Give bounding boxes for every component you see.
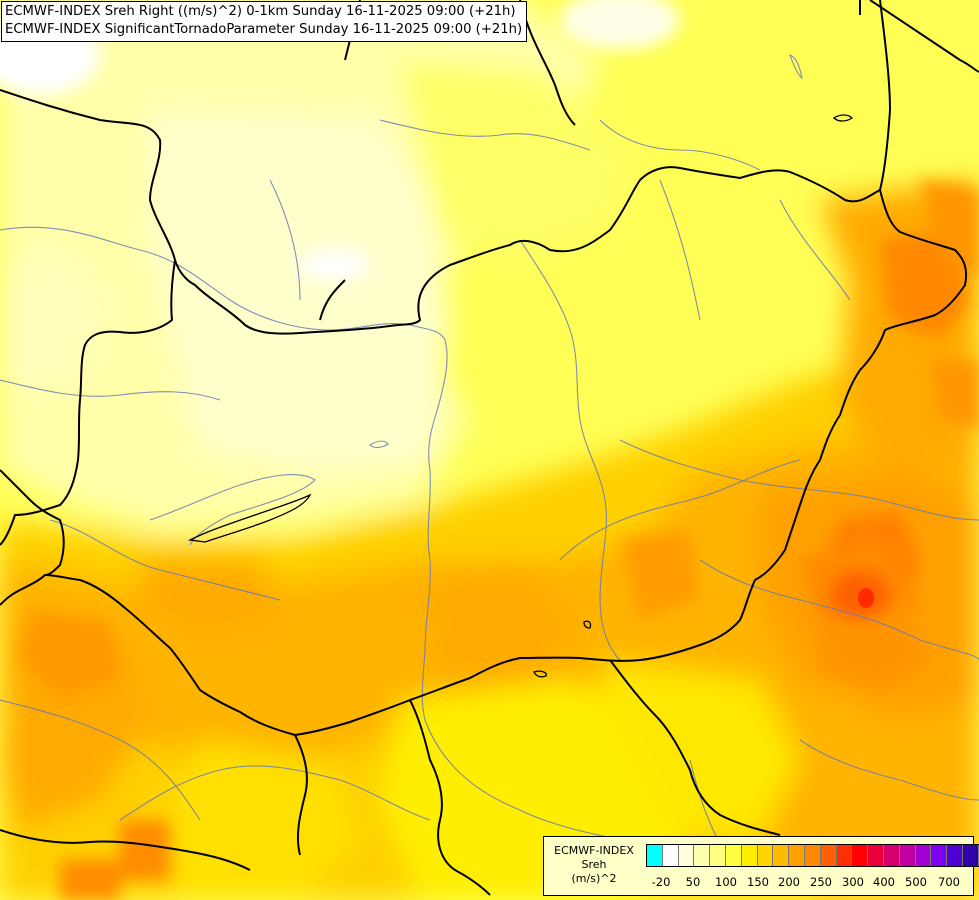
legend-tick-label: 700	[938, 875, 960, 889]
legend-swatch	[836, 845, 853, 866]
map-title-line-1: ECMWF-INDEX Sreh Right ((m/s)^2) 0-1km S…	[5, 4, 516, 19]
legend-tick-label: 150	[747, 875, 769, 889]
legend-tick-label: -20	[651, 875, 671, 889]
legend-swatch	[962, 845, 979, 866]
legend-swatch	[931, 845, 948, 866]
legend-tick-label: 200	[778, 875, 800, 889]
legend-swatch	[710, 845, 726, 866]
legend-tick-label: 50	[685, 875, 701, 889]
legend-title: ECMWF-INDEX	[554, 844, 634, 857]
legend-swatch	[647, 845, 663, 866]
legend-swatch	[947, 845, 963, 866]
legend-swatch	[883, 845, 900, 866]
legend-tick-label: 500	[905, 875, 927, 889]
legend-swatch	[725, 845, 742, 866]
legend-swatch	[741, 845, 758, 866]
legend-caption: ECMWF-INDEX Sreh (m/s)^2	[546, 844, 642, 886]
legend-swatch	[868, 845, 884, 866]
legend-variable: Sreh	[581, 858, 607, 871]
legend-swatch	[757, 845, 774, 866]
legend-swatch	[662, 845, 679, 866]
legend-swatch	[852, 845, 869, 866]
legend-swatch	[789, 845, 805, 866]
lake-outlines	[187, 114, 854, 678]
legend-tick-label: 300	[842, 875, 864, 889]
legend-swatch	[820, 845, 837, 866]
colour-legend: ECMWF-INDEX Sreh (m/s)^2 -20 50 100 150 200 2…	[543, 836, 979, 896]
legend-tick-label: 400	[873, 875, 895, 889]
map-title-line-2: ECMWF-INDEX SignificantTornadoParameter …	[5, 22, 523, 37]
map-title-box: ECMWF-INDEX Sreh Right ((m/s)^2) 0-1km S…	[1, 1, 528, 42]
legend-swatches	[646, 844, 979, 867]
legend-swatch	[899, 845, 916, 866]
legend-swatch	[804, 845, 821, 866]
legend-swatch	[915, 845, 932, 866]
rivers	[0, 54, 979, 871]
legend-tick-label: 250	[810, 875, 832, 889]
legend-swatch	[694, 845, 711, 866]
legend-tick-label: 100	[715, 875, 737, 889]
legend-swatch	[678, 845, 695, 866]
legend-unit: (m/s)^2	[571, 872, 617, 885]
legend-swatch	[773, 845, 790, 866]
